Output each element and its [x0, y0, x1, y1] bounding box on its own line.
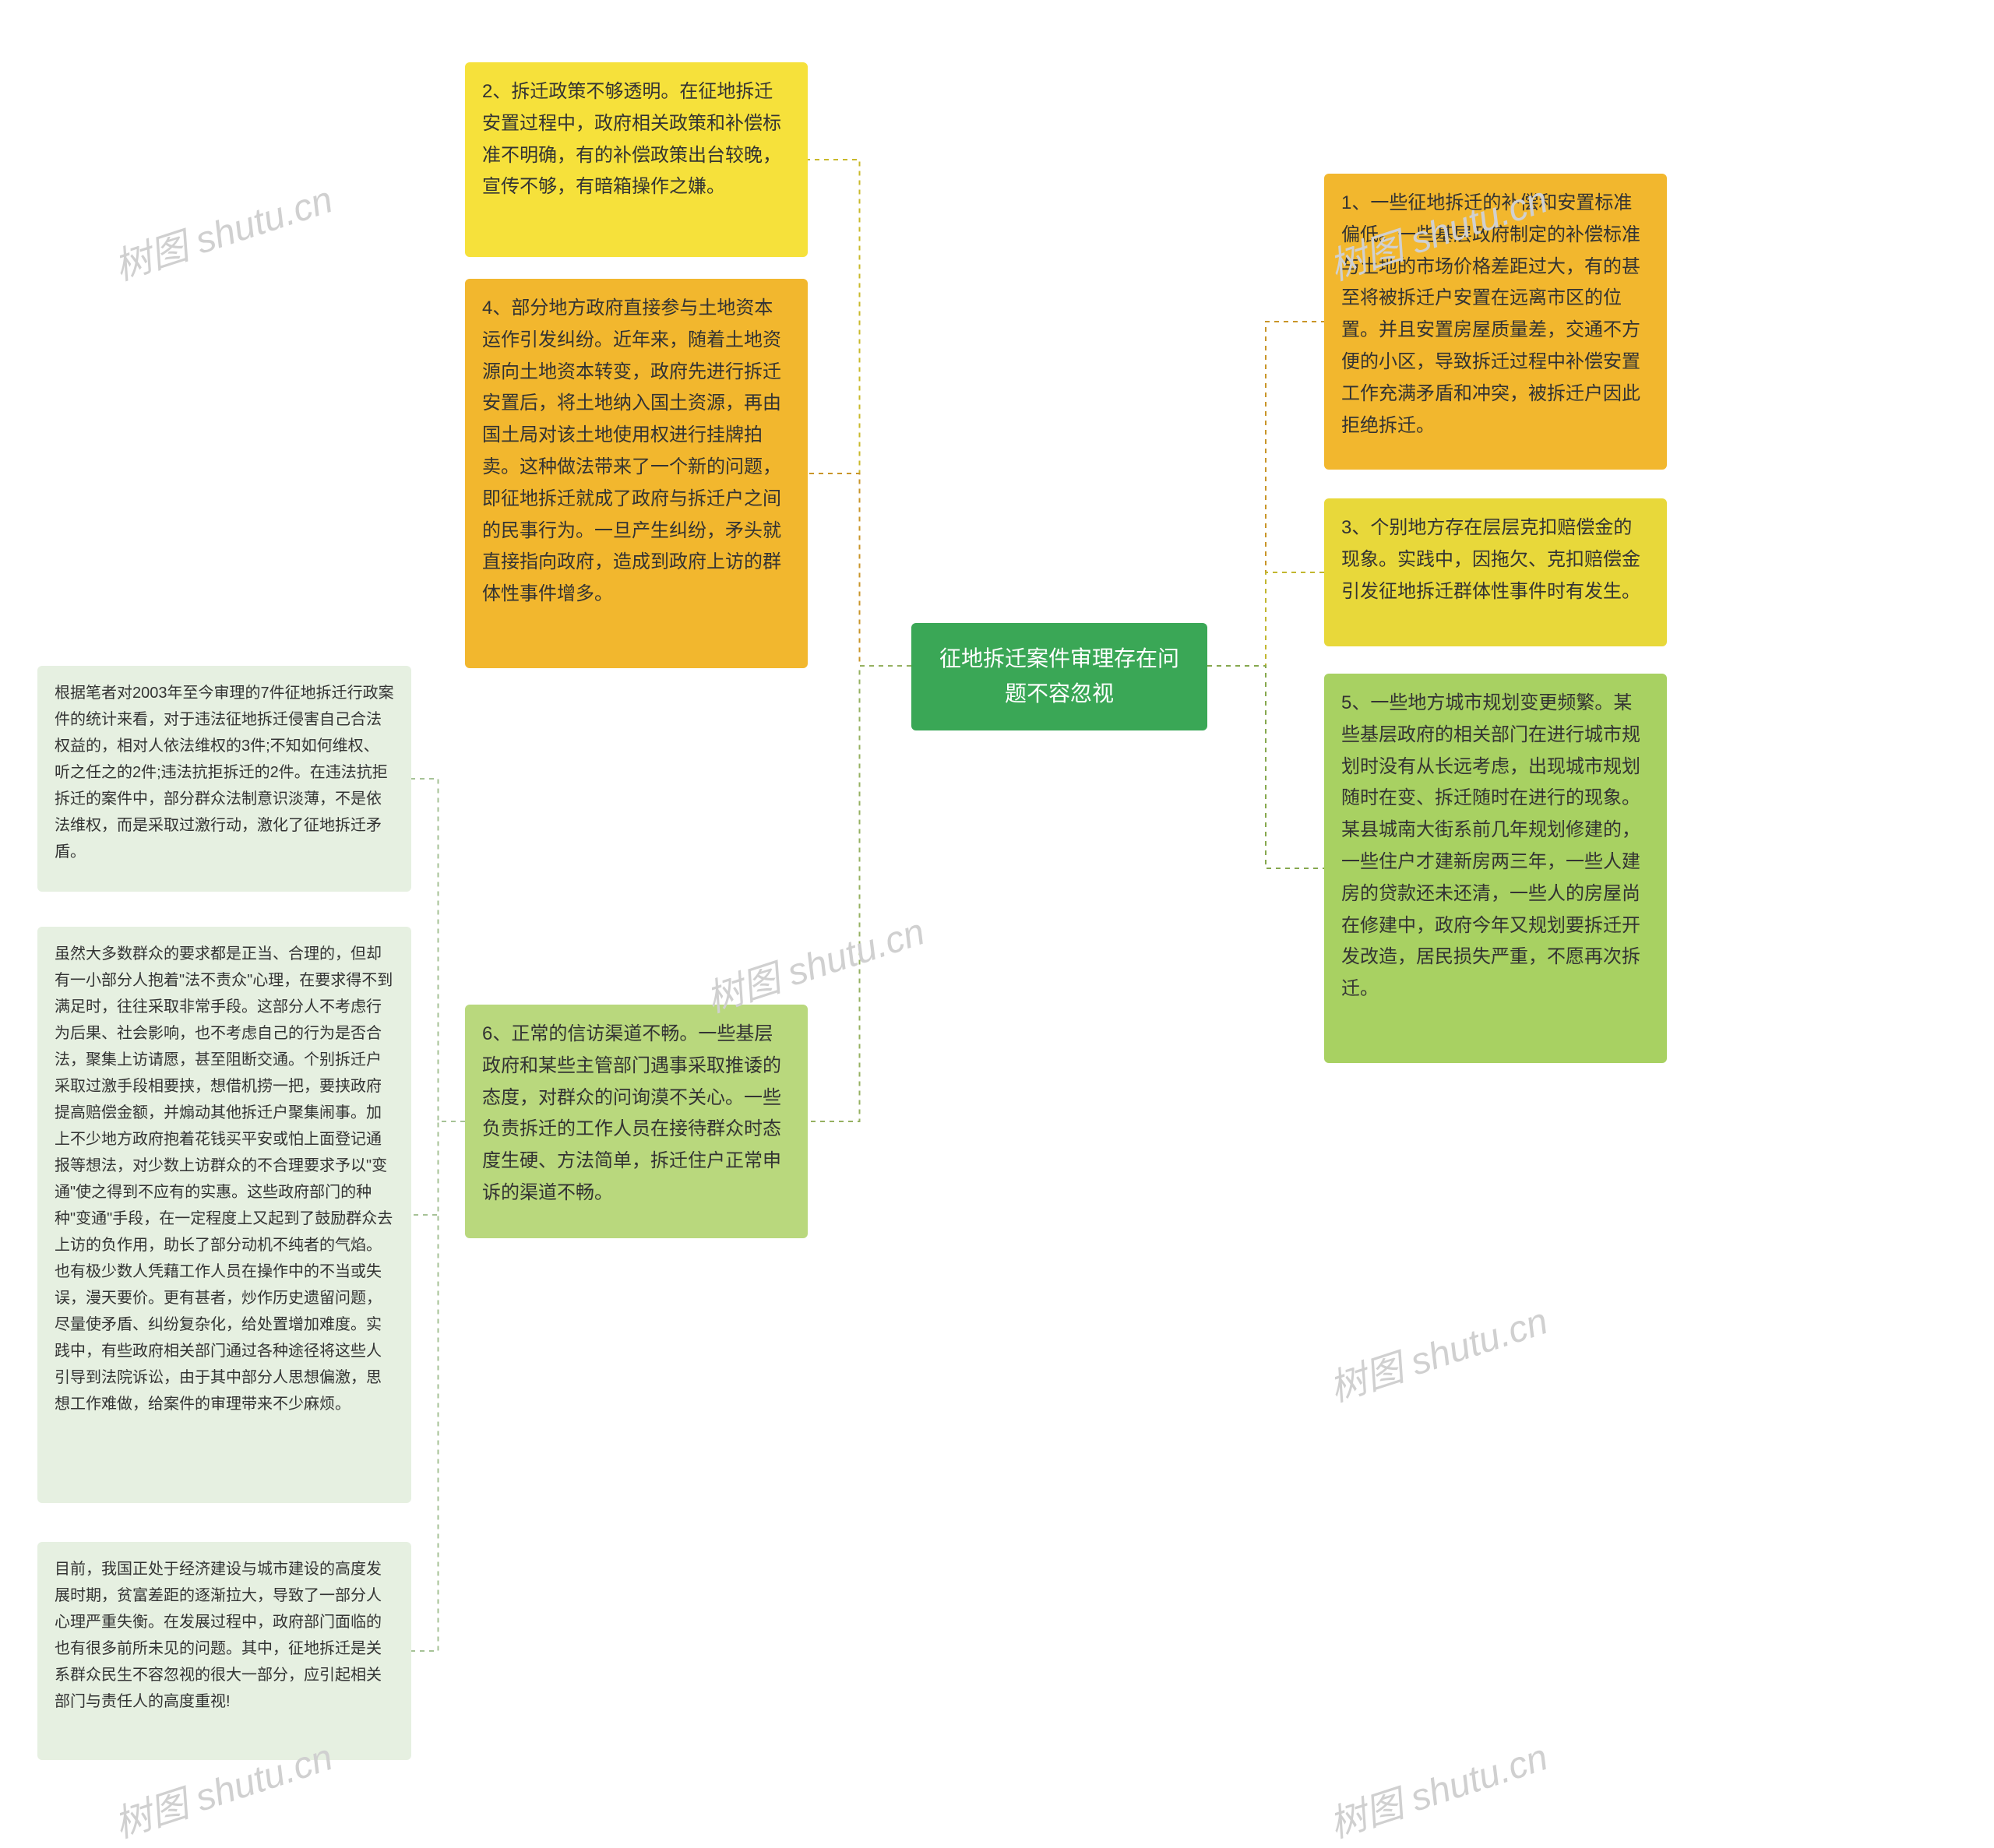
watermark: 树图 shutu.cn: [1321, 1727, 1553, 1848]
mindmap-node-center: 征地拆迁案件审理存在问题不容忽视: [911, 623, 1207, 730]
mindmap-node-s2: 虽然大多数群众的要求都是正当、合理的，但却有一小部分人抱着"法不责众"心理，在要…: [37, 927, 411, 1503]
mindmap-node-n3: 3、个别地方存在层层克扣赔偿金的现象。实践中，因拖欠、克扣赔偿金引发征地拆迁群体…: [1324, 498, 1667, 646]
watermark: 树图 shutu.cn: [106, 169, 338, 290]
watermark: 树图 shutu.cn: [1321, 1290, 1553, 1412]
mindmap-node-n4: 4、部分地方政府直接参与土地资本运作引发纠纷。近年来，随着土地资源向土地资本转变…: [465, 279, 808, 668]
mindmap-node-s3: 目前，我国正处于经济建设与城市建设的高度发展时期，贫富差距的逐渐拉大，导致了一部…: [37, 1542, 411, 1760]
mindmap-node-n6: 6、正常的信访渠道不畅。一些基层政府和某些主管部门遇事采取推诿的态度，对群众的问…: [465, 1005, 808, 1238]
mindmap-node-n5: 5、一些地方城市规划变更频繁。某些基层政府的相关部门在进行城市规划时没有从长远考…: [1324, 674, 1667, 1063]
mindmap-node-s1: 根据笔者对2003年至今审理的7件征地拆迁行政案件的统计来看，对于违法征地拆迁侵…: [37, 666, 411, 892]
mindmap-node-n1: 1、一些征地拆迁的补偿和安置标准偏低。一些基层政府制定的补偿标准与土地的市场价格…: [1324, 174, 1667, 470]
mindmap-node-n2: 2、拆迁政策不够透明。在征地拆迁安置过程中，政府相关政策和补偿标准不明确，有的补…: [465, 62, 808, 257]
